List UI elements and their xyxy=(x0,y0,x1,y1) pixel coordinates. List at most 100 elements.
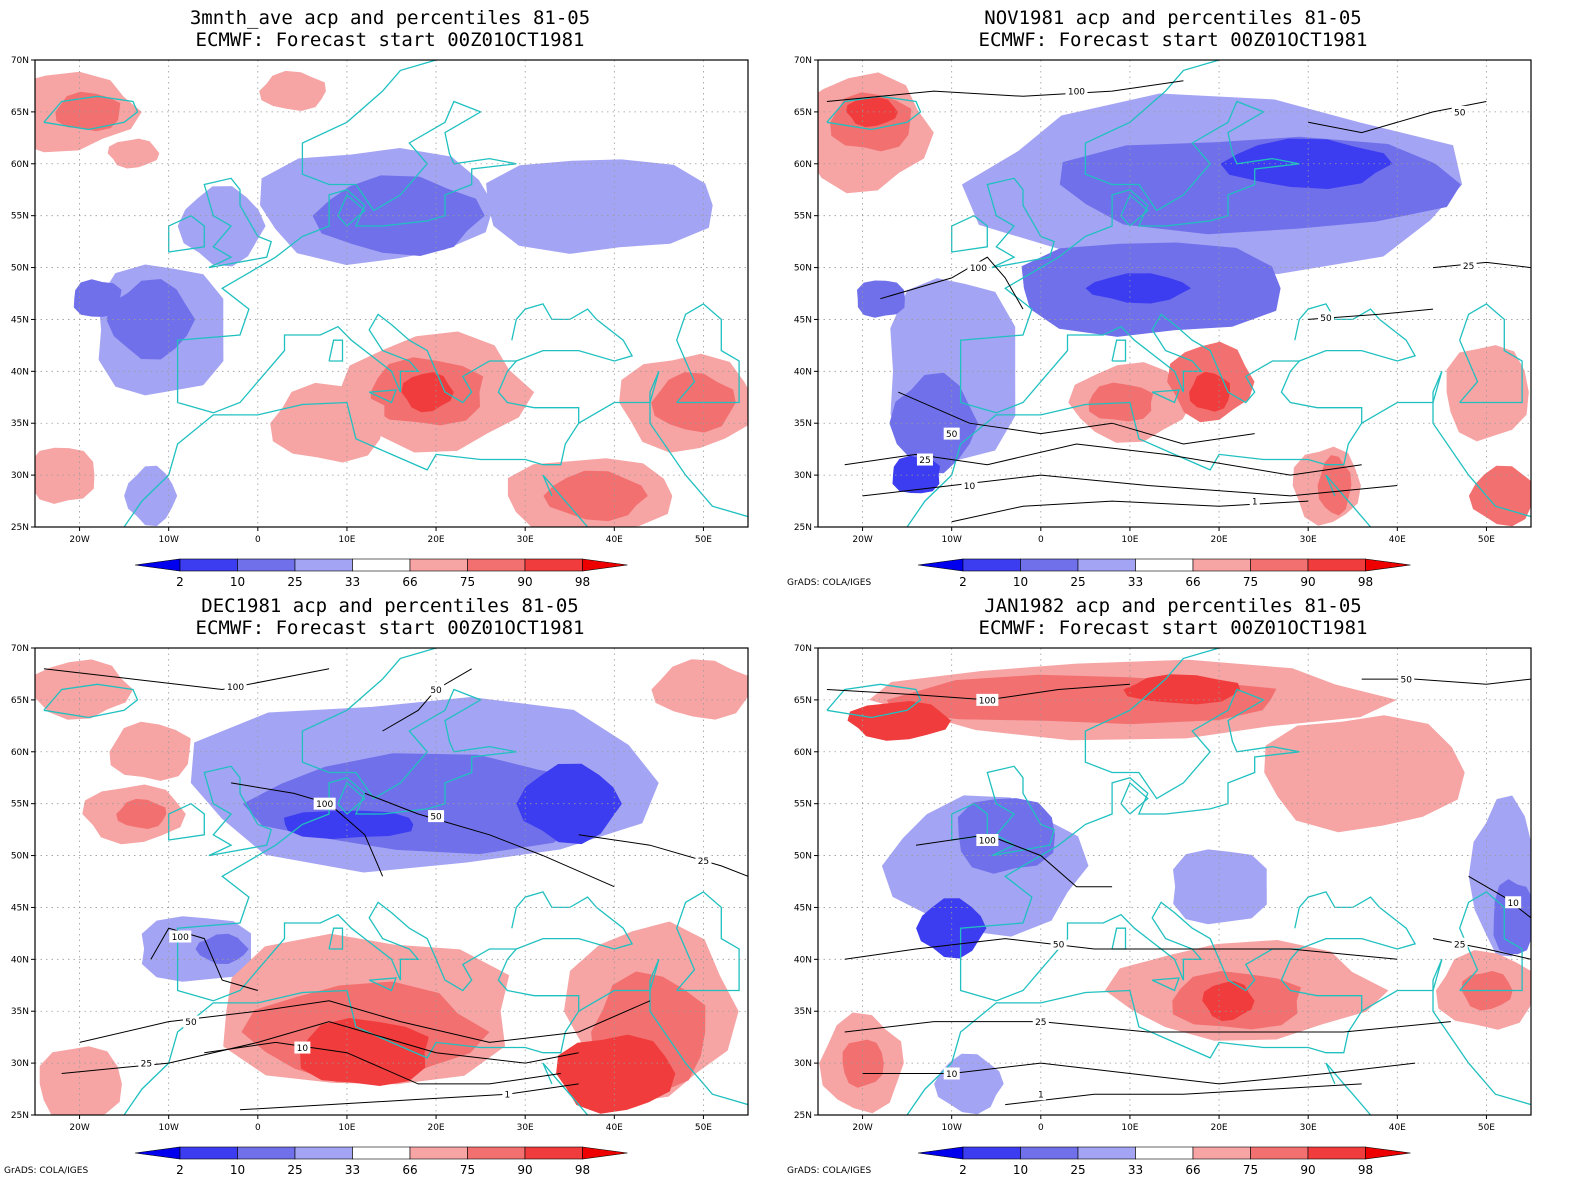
coastline xyxy=(368,977,397,992)
contour-label-bg xyxy=(1032,1015,1049,1028)
contour-line xyxy=(382,668,472,732)
colorbar: 2 10 25 33 66 75 90 98 xyxy=(917,558,1411,588)
coastline xyxy=(203,765,272,857)
coastline xyxy=(176,648,517,1002)
lon-tick-label: 40E xyxy=(606,535,623,545)
contour-label-bg xyxy=(1050,937,1067,950)
shade-region-10 xyxy=(1085,273,1191,304)
lon-tick-label: 10E xyxy=(338,1123,355,1133)
lat-tick-label: 50N xyxy=(794,852,812,862)
colorbar-tick-label: 2 xyxy=(176,1163,184,1176)
lat-tick-label: 55N xyxy=(794,800,812,810)
contour-label: 50 xyxy=(1053,940,1065,950)
shade-region-66 xyxy=(109,721,191,781)
colorbar-tick-label: 66 xyxy=(1185,1163,1200,1176)
map-plot: 100 50 100 50 25 10 1 25 50 25N 30N 35N 40N 45N 50N 55N… xyxy=(794,56,1532,545)
shading-layer: 100 50 100 50 25 10 1 25 50 xyxy=(818,60,1531,527)
lat-tick-label: 70N xyxy=(11,644,29,654)
colorbar-arrow-low xyxy=(134,558,181,572)
contour-label: 10 xyxy=(964,482,976,492)
colorbar-tick-label: 33 xyxy=(345,1163,360,1176)
coastline xyxy=(959,60,1300,414)
coastline xyxy=(368,389,397,404)
contour-line xyxy=(364,792,615,888)
panel-3mnth-ave: 3mnth_ave acp and percentiles 81-05 ECMW… xyxy=(0,0,780,590)
lon-tick-label: 10W xyxy=(942,535,962,545)
contour-label-bg xyxy=(294,1041,311,1054)
coastline xyxy=(176,60,517,414)
colorbar-arrow-low xyxy=(134,1146,181,1160)
colorbar-tick-label: 90 xyxy=(517,575,532,588)
panel-title: DEC1981 acp and percentiles 81-05 xyxy=(201,595,579,617)
colorbar-segment xyxy=(179,1146,238,1160)
contour-label: 1 xyxy=(1252,498,1258,508)
coastline xyxy=(1459,891,1523,992)
colorbar-tick-label: 25 xyxy=(1070,1163,1085,1176)
lon-tick-label: 10E xyxy=(1121,1123,1138,1133)
lat-tick-label: 40N xyxy=(11,955,29,965)
shade-region-66 xyxy=(1446,345,1529,442)
colorbar-segment xyxy=(962,558,1021,572)
shade-region-66 xyxy=(1264,715,1465,833)
colorbar-tick-label: 2 xyxy=(176,575,184,588)
coastline xyxy=(328,927,344,950)
lat-tick-label: 70N xyxy=(11,56,29,66)
lat-tick-label: 45N xyxy=(11,315,29,325)
lat-tick-label: 50N xyxy=(794,264,812,274)
lon-tick-label: 20W xyxy=(852,535,872,545)
lat-tick-label: 70N xyxy=(794,56,812,66)
contour-label-bg xyxy=(1035,1088,1046,1101)
contour-line xyxy=(578,834,748,877)
contour-label: 10 xyxy=(297,1044,309,1054)
contour-label-bg xyxy=(1318,311,1335,324)
coastline xyxy=(1459,303,1523,404)
colorbar-tick-label: 2 xyxy=(959,575,967,588)
colorbar-segment xyxy=(1077,1146,1136,1160)
contour-label-bg xyxy=(1505,896,1522,909)
contour-label: 100 xyxy=(172,933,189,943)
coastline xyxy=(43,683,139,719)
panel-subtitle: ECMWF: Forecast start 00Z01OCT1981 xyxy=(978,29,1368,51)
colorbar-segment xyxy=(962,1146,1021,1160)
lat-tick-label: 60N xyxy=(794,160,812,170)
contour-label: 10 xyxy=(1507,899,1519,909)
contour-label-bg xyxy=(1398,673,1415,686)
lon-tick-label: 10W xyxy=(942,1123,962,1133)
coastline xyxy=(542,474,589,527)
colorbar-segment xyxy=(1135,1146,1194,1160)
coastline xyxy=(1111,339,1127,362)
lat-tick-label: 45N xyxy=(794,903,812,913)
contour-label: 10 xyxy=(946,1070,958,1080)
lat-tick-label: 55N xyxy=(11,212,29,222)
colorbar-segment xyxy=(1307,1146,1366,1160)
lon-tick-label: 20W xyxy=(69,1123,89,1133)
colorbar-segment xyxy=(1307,558,1366,572)
colorbar-tick-label: 2 xyxy=(959,1163,967,1176)
colorbar-segment xyxy=(1250,558,1309,572)
shade-region-75 xyxy=(1088,382,1154,422)
contour-line xyxy=(898,391,1255,445)
contour-label: 25 xyxy=(1463,262,1474,272)
contour-label: 1 xyxy=(504,1091,510,1101)
lat-tick-label: 25N xyxy=(11,1111,29,1121)
colorbar-tick-label: 75 xyxy=(1243,575,1258,588)
coastline xyxy=(906,901,1363,1115)
contour-label: 100 xyxy=(227,683,244,693)
contour-label: 100 xyxy=(970,264,987,274)
contour-line xyxy=(1432,261,1531,269)
lat-tick-label: 45N xyxy=(11,903,29,913)
colorbar-tick-label: 33 xyxy=(1128,575,1143,588)
contour-label-bg xyxy=(428,810,445,823)
colorbar-segment xyxy=(352,1146,411,1160)
shade-region-90 xyxy=(846,97,898,127)
contour-label: 50 xyxy=(1400,676,1412,686)
lon-tick-label: 0 xyxy=(255,535,261,545)
contour-label: 100 xyxy=(979,836,996,846)
lat-tick-label: 60N xyxy=(11,160,29,170)
contour-line xyxy=(204,1041,561,1085)
colorbar-segment xyxy=(237,1146,296,1160)
coastline xyxy=(337,781,366,815)
colorbar-segment xyxy=(179,558,238,572)
colorbar: 2 10 25 33 66 75 90 98 xyxy=(134,1146,628,1176)
colorbar-tick-label: 98 xyxy=(575,1163,590,1176)
